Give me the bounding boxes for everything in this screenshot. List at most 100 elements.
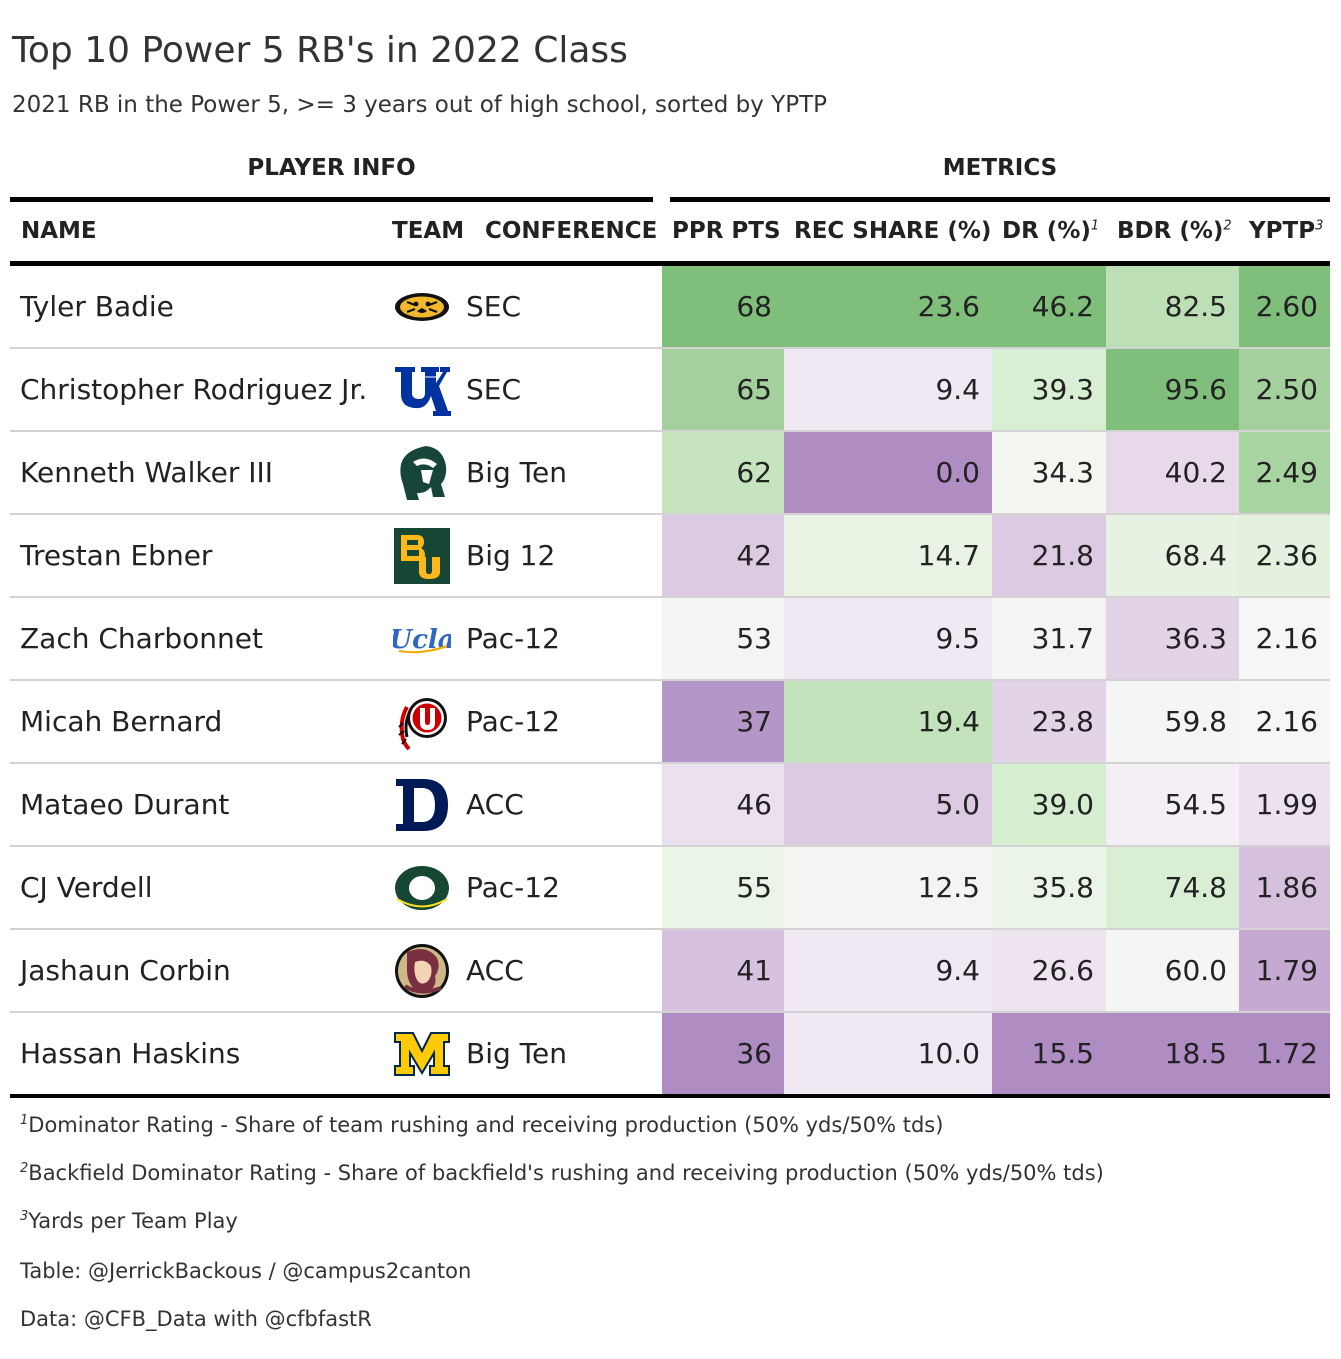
dr-value: 26.6 [992,929,1106,1013]
source-note-data: Data: @CFB_Data with @cfbfastR [20,1307,372,1331]
dr-value: 39.0 [992,763,1106,847]
yptp-value: 1.99 [1239,763,1330,847]
spanner-metrics: METRICS [942,155,1058,181]
conference: SEC [462,266,662,349]
column-header-name: NAME [21,218,97,244]
footnote-1: 1Dominator Rating - Share of team rushin… [20,1113,944,1137]
table-row: Christopher Rodriguez Jr. SEC 65 9.4 39.3 95.… [10,348,1330,432]
conference: Big Ten [462,431,662,515]
yptp-value: 2.16 [1239,597,1330,681]
player-name: Hassan Haskins [20,1037,241,1070]
team-cell [382,680,462,764]
table-row: Trestan Ebner Big 12 42 14.7 21.8 68.4 2.36 [10,514,1330,598]
team-cell [382,514,462,598]
bdr-value: 60.0 [1106,929,1239,1013]
yptp-value: 1.72 [1239,1012,1330,1094]
yptp-value: 1.79 [1239,929,1330,1013]
ppr-pts-value: 42 [662,514,784,598]
rec-share-value: 23.6 [784,266,992,349]
dr-value: 15.5 [992,1012,1106,1094]
conference: Big Ten [466,1037,567,1070]
rec-share-value: 9.4 [784,348,992,432]
baylor-bu-logo-icon [393,527,451,585]
spanner-player-info: PLAYER INFO [247,155,416,181]
dr-value: 31.7 [992,597,1106,681]
bdr-value: 68.4 [1106,514,1239,598]
rec-share-value: 5.0 [784,763,992,847]
bdr-value: 54.5 [1106,763,1239,847]
table-row: Zach Charbonnet Ucla Pac-12539.531.736.32.… [10,597,1330,681]
dr-value: 39.3 [992,348,1106,432]
michigan-block-m-logo-icon [393,1025,451,1083]
table-row: CJ Verdell Pac-12 55 12.5 35.8 74.8 1.86 [10,846,1330,930]
team-cell [382,266,462,349]
header-bottom-rule [10,261,1330,266]
bdr-value: 59.8 [1106,680,1239,764]
oregon-o-logo-icon [393,859,451,917]
ppr-pts-value: 55 [662,846,784,930]
table-row: Micah Bernard Pac-12 37 19.4 23.8 59.8 2.16 [10,680,1330,764]
bdr-value: 36.3 [1106,597,1239,681]
ppr-pts-value: 46 [662,763,784,847]
data-table: Tyler Badie SEC 68 23.6 46.2 82.5 2.60 Christop… [10,266,1330,1094]
player-name: CJ Verdell [10,846,382,930]
rec-share-value: 19.4 [784,680,992,764]
ppr-pts-value: 62 [662,431,784,515]
team-cell [382,763,462,847]
player-name: Jashaun Corbin [10,929,382,1013]
yptp-value: 2.16 [1239,680,1330,764]
dr-value: 23.8 [992,680,1106,764]
conference: SEC [462,348,662,432]
florida-state-seminole-logo-icon [393,942,451,1000]
kentucky-uk-logo-icon [393,361,451,419]
conference: Pac-12 [462,597,662,681]
bdr-value: 40.2 [1106,431,1239,515]
conference: ACC [462,929,662,1013]
column-header-yptp: YPTP3 [1249,218,1324,244]
column-header-rec-share: REC SHARE (%) [794,218,992,244]
conference: Big 12 [462,514,662,598]
michigan-state-spartan-logo-icon [393,444,451,502]
dr-value: 21.8 [992,514,1106,598]
ucla-script-logo-icon: Ucla [393,610,451,668]
rec-share-value: 12.5 [784,846,992,930]
column-header-ppr-pts: PPR PTS [672,218,781,244]
yptp-value: 2.60 [1239,266,1330,349]
ppr-pts-value: 36 [662,1012,784,1094]
missouri-tiger-logo-icon [393,278,451,336]
bdr-value: 95.6 [1106,348,1239,432]
source-note-table: Table: @JerrickBackous / @campus2canton [20,1259,472,1283]
spanner-metrics-rule [670,197,1330,202]
ppr-pts-value: 37 [662,680,784,764]
player-name: Tyler Badie [10,266,382,349]
yptp-value: 2.49 [1239,431,1330,515]
footnote-mark: 2 [1223,218,1232,234]
team-cell [382,1012,462,1094]
ppr-pts-value: 41 [662,929,784,1013]
ppr-pts-value: 68 [662,266,784,349]
table-bottom-rule [10,1094,1330,1098]
team-cell: Ucla [382,597,462,681]
yptp-value: 1.86 [1239,846,1330,930]
dr-value: 34.3 [992,431,1106,515]
yptp-value: 2.50 [1239,348,1330,432]
table-row: Mataeo Durant ACC 46 5.0 39.0 54.5 1.99 [10,763,1330,847]
column-header-dr: DR (%)1 [1002,218,1100,244]
player-name: Kenneth Walker III [10,431,382,515]
footnote-2: 2Backfield Dominator Rating - Share of b… [20,1161,1104,1185]
spanner-player-info-rule [10,197,653,202]
duke-d-logo-icon [393,776,451,834]
bdr-value: 18.5 [1106,1012,1239,1094]
footnote-mark: 1 [1090,218,1100,234]
ppr-pts-value: 53 [662,597,784,681]
dr-value: 46.2 [992,266,1106,349]
rec-share-value: 0.0 [784,431,992,515]
table-row: Kenneth Walker III Big Ten 62 0.0 34.3 40.2 2.… [10,431,1330,515]
bdr-value: 74.8 [1106,846,1239,930]
dr-value: 35.8 [992,846,1106,930]
ppr-pts-value: 65 [662,348,784,432]
conference: Pac-12 [462,846,662,930]
rec-share-value: 14.7 [784,514,992,598]
table-row: Hassan Haskins Big Ten 36 10.0 15.5 18.5 1.72 [10,1012,1330,1094]
player-name: Mataeo Durant [10,763,382,847]
